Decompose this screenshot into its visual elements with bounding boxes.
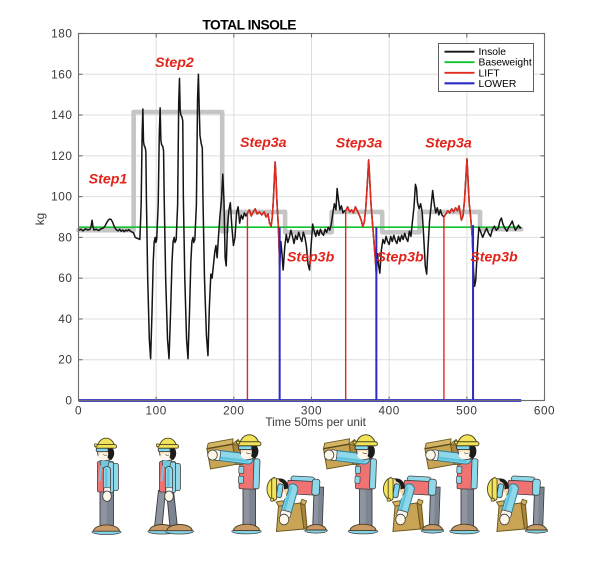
- svg-text:LIFT: LIFT: [479, 68, 501, 79]
- svg-text:20: 20: [58, 353, 72, 367]
- svg-text:60: 60: [58, 271, 72, 285]
- svg-text:80: 80: [58, 230, 72, 244]
- svg-text:Step3b: Step3b: [287, 250, 335, 266]
- svg-text:Step3b: Step3b: [470, 250, 518, 266]
- svg-text:100: 100: [51, 190, 72, 204]
- svg-text:TOTAL INSOLE: TOTAL INSOLE: [202, 17, 296, 32]
- svg-text:Step3b: Step3b: [376, 250, 424, 266]
- svg-text:Step2: Step2: [155, 55, 194, 71]
- svg-text:kg: kg: [33, 213, 47, 225]
- svg-text:Step3a: Step3a: [240, 135, 287, 151]
- svg-text:Step3a: Step3a: [425, 136, 472, 152]
- svg-text:Time 50ms per unit: Time 50ms per unit: [265, 415, 366, 429]
- svg-text:40: 40: [58, 312, 72, 326]
- svg-text:140: 140: [51, 108, 72, 122]
- svg-text:600: 600: [534, 404, 555, 418]
- svg-text:200: 200: [223, 404, 244, 418]
- svg-text:Insole: Insole: [479, 47, 507, 58]
- svg-text:120: 120: [51, 149, 72, 163]
- svg-text:Step1: Step1: [89, 172, 128, 188]
- svg-text:300: 300: [301, 404, 322, 418]
- svg-text:400: 400: [378, 404, 399, 418]
- svg-text:180: 180: [51, 27, 72, 41]
- svg-text:500: 500: [456, 404, 477, 418]
- svg-text:Step3a: Step3a: [336, 136, 383, 152]
- svg-text:100: 100: [145, 404, 166, 418]
- svg-text:LOWER: LOWER: [479, 79, 517, 90]
- svg-text:0: 0: [75, 404, 82, 418]
- svg-text:160: 160: [51, 67, 72, 81]
- svg-text:0: 0: [65, 394, 72, 408]
- svg-text:Baseweight: Baseweight: [479, 58, 532, 69]
